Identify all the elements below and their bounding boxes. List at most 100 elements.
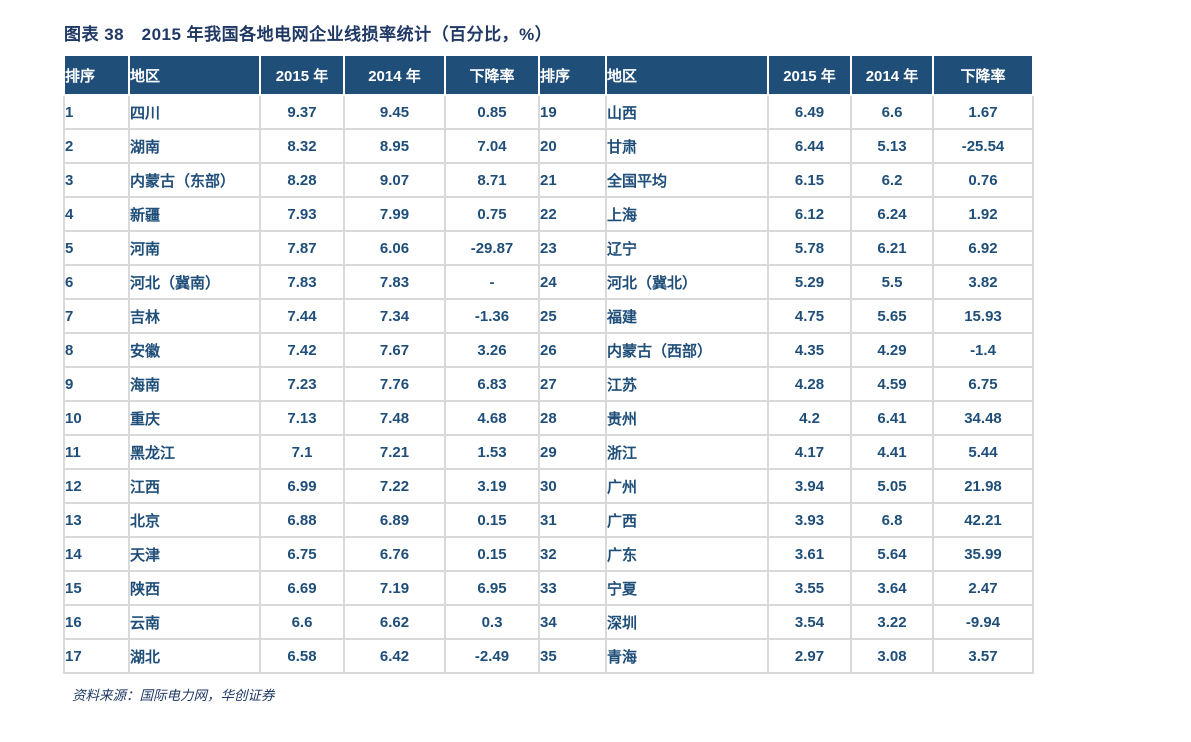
table-row: 13 北京 6.88 6.89 0.15 31 广西 3.93 6.8 42.21 [63, 502, 1034, 538]
cell-decline: 3.57 [932, 638, 1034, 674]
cell-2014: 6.6 [850, 94, 934, 130]
cell-2014: 3.22 [850, 604, 934, 640]
cell-region: 北京 [128, 502, 261, 538]
cell-region: 海南 [128, 366, 261, 402]
cell-2014: 3.64 [850, 570, 934, 606]
cell-region: 甘肃 [605, 128, 769, 164]
cell-2014: 6.42 [343, 638, 446, 674]
cell-2015: 7.23 [259, 366, 345, 402]
cell-decline: 0.76 [932, 162, 1034, 198]
cell-2015: 8.32 [259, 128, 345, 164]
cell-rank: 12 [63, 468, 130, 504]
cell-region: 湖北 [128, 638, 261, 674]
cell-decline: 6.83 [444, 366, 540, 402]
cell-region: 福建 [605, 298, 769, 334]
cell-2015: 6.58 [259, 638, 345, 674]
cell-decline: 1.53 [444, 434, 540, 470]
cell-2015: 5.29 [767, 264, 852, 300]
cell-2015: 6.12 [767, 196, 852, 232]
cell-2014: 6.06 [343, 230, 446, 266]
cell-decline: 3.19 [444, 468, 540, 504]
cell-decline: 3.26 [444, 332, 540, 368]
table-row: 2 湖南 8.32 8.95 7.04 20 甘肃 6.44 5.13 -25.54 [63, 128, 1034, 164]
cell-2014: 7.48 [343, 400, 446, 436]
column-header: 2014 年 [850, 54, 934, 96]
cell-2014: 6.41 [850, 400, 934, 436]
cell-region: 广东 [605, 536, 769, 572]
cell-2014: 6.62 [343, 604, 446, 640]
cell-region: 江西 [128, 468, 261, 504]
cell-rank: 31 [538, 502, 607, 538]
cell-rank: 14 [63, 536, 130, 572]
cell-decline: 6.92 [932, 230, 1034, 266]
cell-rank: 19 [538, 94, 607, 130]
cell-rank: 2 [63, 128, 130, 164]
column-header: 排序 [538, 54, 607, 96]
table-row: 15 陕西 6.69 7.19 6.95 33 宁夏 3.55 3.64 2.47 [63, 570, 1034, 606]
cell-decline: 0.75 [444, 196, 540, 232]
cell-2015: 4.75 [767, 298, 852, 334]
cell-2014: 7.67 [343, 332, 446, 368]
column-header: 下降率 [932, 54, 1034, 96]
cell-2014: 4.29 [850, 332, 934, 368]
cell-rank: 16 [63, 604, 130, 640]
cell-region: 四川 [128, 94, 261, 130]
cell-decline: 2.47 [932, 570, 1034, 606]
cell-region: 重庆 [128, 400, 261, 436]
cell-decline: 6.75 [932, 366, 1034, 402]
cell-rank: 15 [63, 570, 130, 606]
cell-region: 陕西 [128, 570, 261, 606]
cell-decline: -25.54 [932, 128, 1034, 164]
cell-2015: 6.15 [767, 162, 852, 198]
cell-decline: 3.82 [932, 264, 1034, 300]
cell-2014: 7.22 [343, 468, 446, 504]
table-row: 6 河北（冀南） 7.83 7.83-24 河北（冀北） 5.29 5.5 3.82 [63, 264, 1034, 300]
cell-2015: 3.93 [767, 502, 852, 538]
cell-2014: 8.95 [343, 128, 446, 164]
cell-rank: 23 [538, 230, 607, 266]
cell-2015: 4.2 [767, 400, 852, 436]
cell-2015: 3.54 [767, 604, 852, 640]
cell-2014: 5.65 [850, 298, 934, 334]
table-row: 14 天津 6.75 6.76 0.15 32 广东 3.61 5.64 35.99 [63, 536, 1034, 572]
cell-2015: 7.1 [259, 434, 345, 470]
cell-2014: 6.21 [850, 230, 934, 266]
column-header: 2015 年 [767, 54, 852, 96]
cell-region: 黑龙江 [128, 434, 261, 470]
cell-region: 天津 [128, 536, 261, 572]
cell-decline: 0.15 [444, 502, 540, 538]
cell-region: 河南 [128, 230, 261, 266]
cell-rank: 32 [538, 536, 607, 572]
cell-rank: 4 [63, 196, 130, 232]
column-header: 地区 [605, 54, 769, 96]
cell-decline: -2.49 [444, 638, 540, 674]
cell-rank: 35 [538, 638, 607, 674]
cell-decline: 15.93 [932, 298, 1034, 334]
cell-2015: 2.97 [767, 638, 852, 674]
cell-region: 新疆 [128, 196, 261, 232]
cell-2014: 7.21 [343, 434, 446, 470]
cell-2015: 7.42 [259, 332, 345, 368]
cell-2015: 6.6 [259, 604, 345, 640]
cell-rank: 6 [63, 264, 130, 300]
cell-decline: 35.99 [932, 536, 1034, 572]
cell-2014: 6.89 [343, 502, 446, 538]
cell-region: 内蒙古（西部） [605, 332, 769, 368]
cell-2015: 3.61 [767, 536, 852, 572]
cell-decline: 5.44 [932, 434, 1034, 470]
cell-decline: 0.15 [444, 536, 540, 572]
cell-region: 湖南 [128, 128, 261, 164]
cell-2014: 7.83 [343, 264, 446, 300]
cell-2014: 6.76 [343, 536, 446, 572]
cell-rank: 25 [538, 298, 607, 334]
cell-region: 上海 [605, 196, 769, 232]
table-row: 4 新疆 7.93 7.99 0.75 22 上海 6.12 6.24 1.92 [63, 196, 1034, 232]
cell-decline: 6.95 [444, 570, 540, 606]
column-header: 2015 年 [259, 54, 345, 96]
cell-rank: 13 [63, 502, 130, 538]
cell-region: 广州 [605, 468, 769, 504]
cell-2015: 7.87 [259, 230, 345, 266]
cell-region: 贵州 [605, 400, 769, 436]
cell-2014: 5.64 [850, 536, 934, 572]
